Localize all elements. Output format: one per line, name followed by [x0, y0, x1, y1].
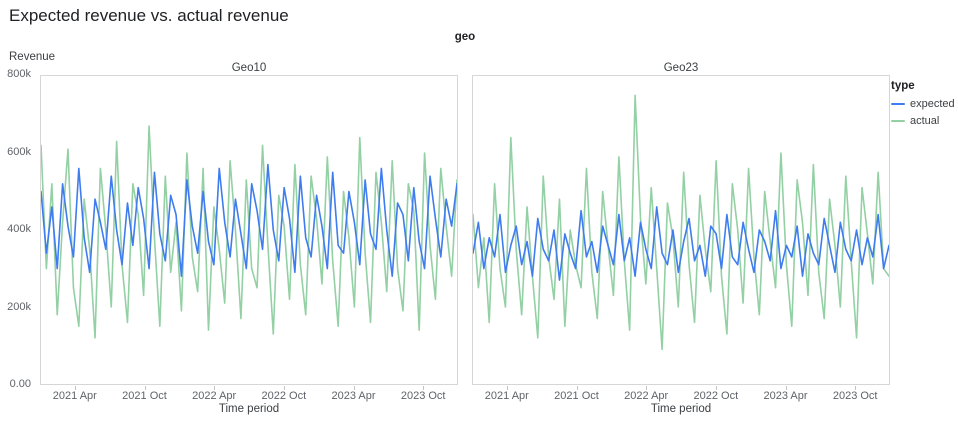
y-tick-label: 600k: [7, 145, 31, 158]
x-axis-title-1: Time period: [650, 403, 712, 415]
x-tick-mark: [423, 386, 425, 390]
x-tick-label: 2021 Apr: [484, 390, 529, 402]
y-axis-title: Revenue: [9, 51, 56, 63]
actual-line-swatch-icon: [891, 120, 905, 122]
x-tick-mark: [715, 386, 717, 390]
x-tick-label: 2022 Oct: [693, 390, 739, 402]
x-tick-label: 2021 Oct: [554, 390, 599, 402]
page-title: Expected revenue vs. actual revenue: [9, 6, 289, 25]
legend: type expected actual: [891, 80, 957, 132]
x-axis-0: 2021 Apr 2021 Oct 2022 Apr 2022 Oct 2023 Apr…: [40, 386, 458, 404]
x-tick-label: 2022 Apr: [192, 390, 237, 402]
x-tick-label: 2021 Oct: [122, 390, 167, 402]
y-axis-labels: 800k 600k 400k 200k 0.00: [0, 68, 36, 390]
y-tick-label: 0.00: [9, 378, 31, 390]
x-tick-label: 2022 Oct: [261, 390, 307, 402]
y-tick-label: 200k: [7, 300, 31, 313]
x-tick-label: 2022 Apr: [624, 390, 669, 402]
x-tick-label: 2023 Apr: [763, 390, 808, 402]
x-tick-label: 2023 Oct: [832, 390, 878, 402]
x-tick-mark: [214, 386, 216, 390]
x-tick-mark: [576, 386, 578, 390]
expected-line-swatch-icon: [891, 103, 905, 105]
legend-label-expected: expected: [910, 98, 955, 110]
x-tick-mark: [353, 386, 355, 390]
legend-item-actual[interactable]: actual: [891, 115, 957, 127]
facet-panel-0: [40, 75, 458, 385]
x-axis-1: 2021 Apr 2021 Oct 2022 Apr 2022 Oct 2023 Apr…: [472, 386, 890, 404]
legend-title: type: [891, 80, 915, 92]
y-tick-label: 800k: [7, 68, 31, 80]
x-tick-label: 2023 Apr: [331, 390, 376, 402]
x-tick-mark: [506, 386, 508, 390]
facet-panel-1: [472, 75, 890, 385]
x-tick-mark: [74, 386, 76, 390]
x-tick-mark: [855, 386, 857, 390]
x-axis-title-0: Time period: [218, 403, 280, 415]
x-tick-mark: [646, 386, 648, 390]
x-tick-label: 2023 Oct: [400, 390, 446, 402]
facet-plot-0: [41, 76, 457, 384]
x-tick-mark: [785, 386, 787, 390]
expected-line: [473, 207, 889, 280]
x-tick-mark: [283, 386, 285, 390]
actual-line: [473, 95, 889, 349]
legend-item-expected[interactable]: expected: [891, 98, 957, 110]
facet-plot-1: [473, 76, 889, 384]
x-tick-mark: [144, 386, 146, 390]
facet-field-label: geo: [454, 31, 476, 43]
facet-title-1: Geo23: [663, 62, 699, 74]
legend-label-actual: actual: [910, 115, 940, 127]
y-tick-label: 400k: [7, 223, 31, 235]
expected-line: [41, 165, 457, 277]
facet-title-0: Geo10: [231, 62, 267, 74]
x-tick-label: 2021 Apr: [52, 390, 97, 402]
